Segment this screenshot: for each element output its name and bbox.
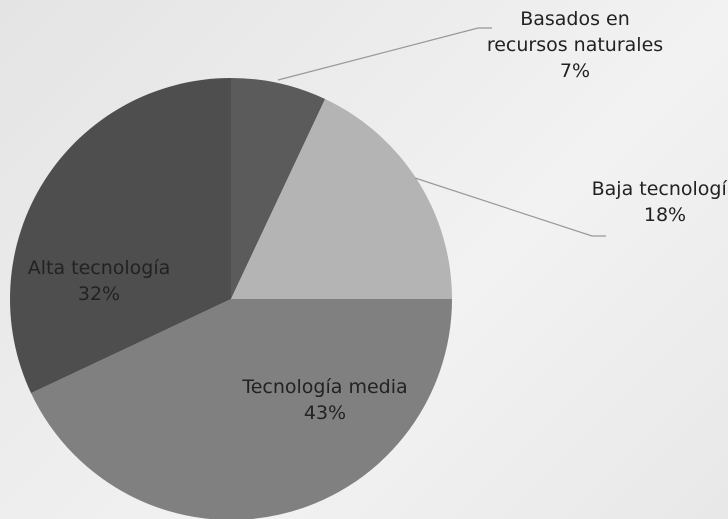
value-label: 43% — [303, 402, 347, 424]
category-label: Basados en recursos naturales — [486, 8, 664, 56]
value-label: 32% — [77, 283, 121, 305]
pie-slice — [231, 99, 452, 299]
value-label: 18% — [643, 204, 687, 226]
leader-line — [277, 27, 492, 81]
category-label: Tecnología media — [242, 376, 408, 398]
slice-label: Tecnología media 43% — [200, 374, 450, 426]
slice-label: Alta tecnología 32% — [14, 255, 184, 307]
slice-label: Basados en recursos naturales 7% — [480, 6, 670, 84]
pie-slice — [31, 299, 452, 519]
pie-slice — [9, 78, 232, 394]
category-label: Baja tecnología — [591, 178, 728, 200]
pie-slice — [231, 78, 326, 299]
value-label: 7% — [559, 60, 591, 82]
category-label: Alta tecnología — [27, 257, 171, 279]
slice-label: Baja tecnología 18% — [590, 176, 728, 228]
leader-line — [414, 177, 606, 237]
